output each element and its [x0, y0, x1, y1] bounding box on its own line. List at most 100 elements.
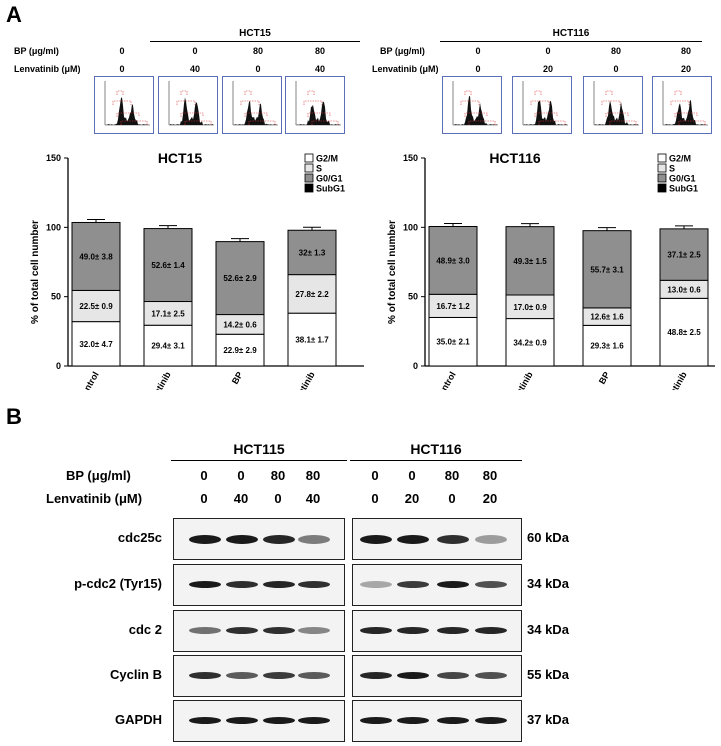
blot-membrane: [352, 655, 522, 697]
segment-label: 55.7± 3.1: [590, 265, 624, 274]
gate-marker: [464, 112, 488, 117]
bar-segment: [287, 312, 337, 367]
cell-cycle-chart-hct116: HCT116 0 50 100 150 % of total cell number G2/…: [387, 150, 715, 390]
y-axis-label: % of total cell number: [30, 220, 41, 324]
group-title-hct116: HCT116: [552, 28, 590, 39]
gate-marker: [240, 100, 260, 105]
protein-band: [397, 627, 429, 634]
blot-membrane: [352, 518, 522, 560]
segment-label: 22.5± 0.9: [79, 302, 113, 311]
segment-label: 32± 1.3: [299, 248, 326, 257]
y-tick-label: 100: [46, 222, 61, 232]
category-label: Lenvatinib: [142, 370, 173, 390]
histogram-fill: [524, 100, 567, 125]
segment-label: 12.6± 1.6: [590, 313, 624, 322]
gate-marker: [307, 90, 315, 95]
lenvatinib-value: 0: [119, 64, 125, 74]
segment-label: 49.0± 3.8: [79, 252, 113, 261]
y-tick-label: 50: [51, 292, 61, 302]
legend-label: SubG1: [669, 184, 698, 194]
segment-label: 32.0± 4.7: [79, 340, 113, 349]
legend-label: S: [669, 164, 675, 174]
histogram-plot: [452, 81, 498, 126]
flow-histogram-thumbnail: [158, 76, 218, 134]
bp-row-label: BP (μg/ml): [14, 46, 59, 56]
segment-label: 52.6± 2.9: [223, 274, 257, 283]
protein-band: [226, 535, 258, 544]
gate-marker: [460, 100, 480, 105]
y-tick-label: 50: [408, 292, 418, 302]
protein-band: [475, 535, 507, 544]
gate-marker: [605, 112, 629, 117]
protein-band: [360, 627, 392, 634]
panel-b-letter: B: [6, 404, 22, 429]
bar-segment: [215, 333, 265, 367]
blot-membrane: [352, 610, 522, 652]
gate-marker: [674, 112, 698, 117]
category-label: control: [434, 370, 458, 390]
protein-band: [189, 581, 221, 588]
flow-histogram-thumbnail: [285, 76, 345, 134]
gate-marker: [674, 90, 682, 95]
y-tick-label: 100: [403, 222, 418, 232]
protein-band: [475, 627, 507, 634]
histogram-plot: [232, 81, 278, 126]
bar-segment: [215, 241, 265, 316]
gate-marker: [244, 112, 268, 117]
legend-swatch: [304, 163, 314, 173]
gate-marker: [180, 112, 204, 117]
group-underline: [350, 460, 522, 461]
protein-band: [360, 672, 392, 679]
blot-membrane: [173, 700, 345, 742]
gate-marker: [601, 100, 621, 105]
segment-label: 29.3± 1.6: [590, 342, 624, 351]
legend-swatch: [657, 173, 667, 183]
blot-membrane: [173, 564, 345, 606]
molecular-weight-label: 60 kDa: [527, 530, 569, 545]
lenvatinib-row-label: Lenvatinib (μM): [14, 64, 81, 74]
bp-value: 80: [444, 468, 460, 483]
legend-label: G0/G1: [669, 174, 696, 184]
lenvatinib-value: 0: [475, 64, 481, 74]
bp-value: 80: [314, 46, 325, 56]
segment-label: 17.1± 2.5: [151, 309, 185, 318]
histogram-fill: [170, 97, 213, 125]
legend-swatch: [304, 173, 314, 183]
protein-band: [226, 627, 258, 634]
chart-title: HCT15: [158, 150, 203, 166]
category-label: BP+Lenvatinib: [277, 370, 317, 390]
protein-band: [475, 581, 507, 588]
legend-swatch: [304, 183, 314, 193]
lenvatinib-value: 0: [448, 491, 456, 506]
histogram-plot: [295, 81, 341, 126]
histogram-fill: [595, 100, 638, 125]
legend-label: G0/G1: [316, 174, 343, 184]
segment-label: 38.1± 1.7: [295, 336, 329, 345]
protein-band: [437, 581, 469, 588]
lenvatinib-value: 40: [233, 491, 249, 506]
protein-band: [263, 535, 295, 544]
category-label: control: [77, 370, 101, 390]
gate-marker: [112, 100, 132, 105]
protein-band: [298, 535, 330, 544]
histogram-plot: [593, 81, 639, 126]
bp-value: 0: [475, 46, 481, 56]
y-tick-label: 150: [46, 153, 61, 163]
blot-membrane: [173, 610, 345, 652]
bp-value: 80: [252, 46, 263, 56]
protein-band: [226, 672, 258, 679]
lenvatinib-value: 0: [200, 491, 208, 506]
gate-marker: [116, 112, 140, 117]
category-label: BP: [230, 370, 245, 386]
protein-label: GAPDH: [115, 712, 162, 727]
lenvatinib-value: 20: [404, 491, 420, 506]
bar-segment: [505, 318, 555, 367]
gate-marker: [534, 90, 542, 95]
protein-band: [360, 717, 392, 724]
y-tick-label: 0: [56, 361, 61, 371]
bp-row-label: BP (μg/ml): [380, 46, 425, 56]
segment-label: 16.7± 1.2: [436, 302, 470, 311]
gate-marker: [605, 90, 613, 95]
group-underline: [440, 41, 702, 42]
gate-marker: [176, 100, 196, 105]
